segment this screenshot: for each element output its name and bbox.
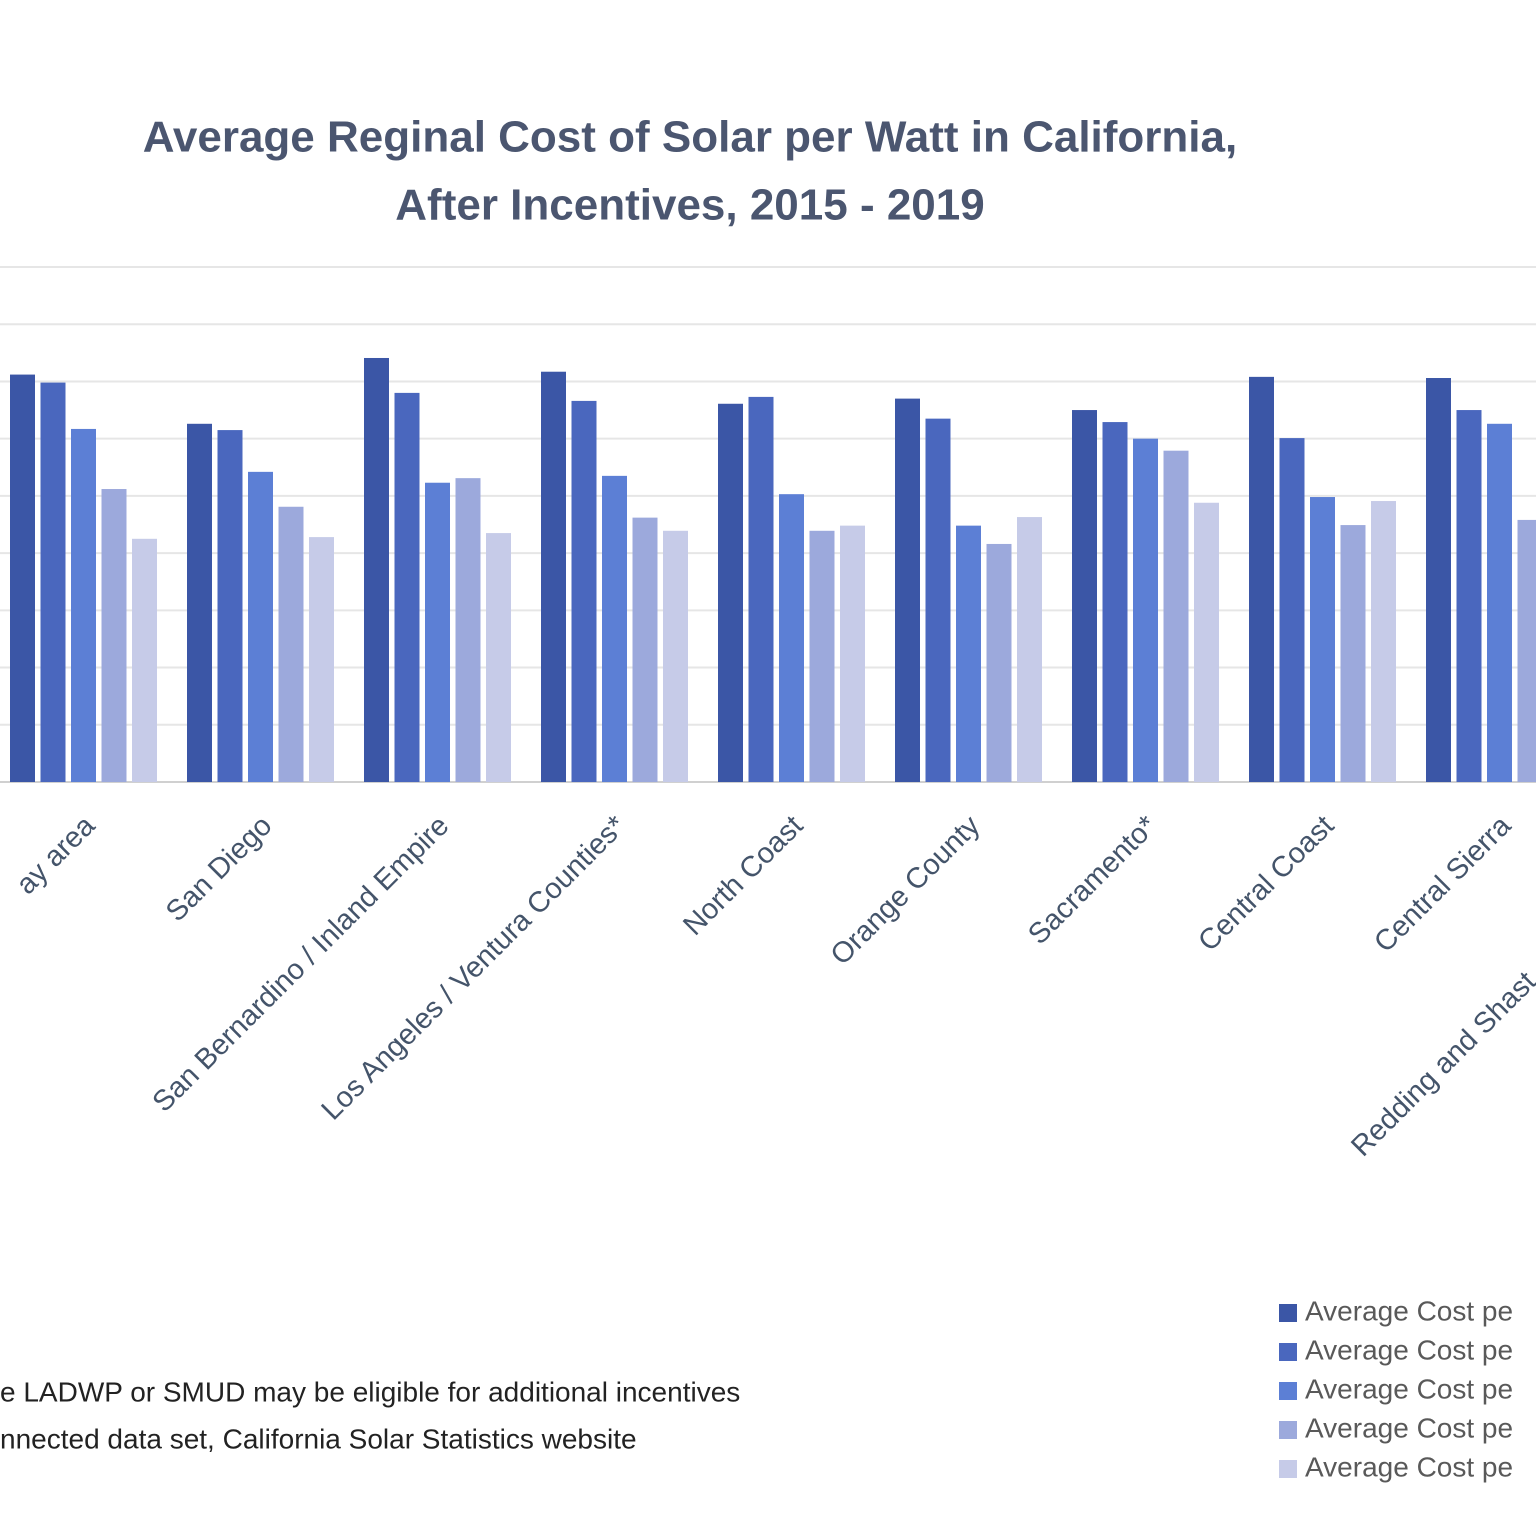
legend-label: Average Cost pe bbox=[1305, 1451, 1513, 1482]
bar bbox=[895, 398, 920, 782]
bar bbox=[309, 537, 334, 782]
bar bbox=[779, 494, 804, 782]
footnote: nnected data set, California Solar Stati… bbox=[0, 1423, 637, 1454]
bar bbox=[1279, 438, 1305, 782]
x-tick-label: North Coast bbox=[677, 810, 809, 942]
x-tick-label: Redding and Shast bbox=[1345, 966, 1536, 1163]
chart-title: Average Reginal Cost of Solar per Watt i… bbox=[143, 113, 1237, 162]
legend-label: Average Cost pe bbox=[1305, 1412, 1513, 1443]
bar bbox=[1371, 501, 1396, 782]
bar bbox=[101, 489, 127, 782]
bar bbox=[71, 428, 96, 782]
legend-swatch bbox=[1279, 1343, 1297, 1361]
legend-swatch bbox=[1279, 1304, 1297, 1322]
bar bbox=[40, 382, 66, 782]
x-tick-label: Central Coast bbox=[1192, 810, 1340, 958]
x-tick-label: ay area bbox=[10, 809, 102, 901]
legend-label: Average Cost pe bbox=[1305, 1295, 1513, 1326]
bar bbox=[364, 357, 389, 782]
bar bbox=[1102, 422, 1128, 782]
bar bbox=[1249, 376, 1274, 782]
bar bbox=[632, 517, 658, 782]
chart-title: After Incentives, 2015 - 2019 bbox=[395, 181, 984, 230]
x-tick-label: Sacramento* bbox=[1022, 810, 1163, 951]
bar bbox=[425, 482, 450, 782]
bar bbox=[1340, 525, 1366, 782]
bar bbox=[394, 392, 420, 782]
bar bbox=[1310, 497, 1335, 782]
bar bbox=[1487, 423, 1512, 782]
bar bbox=[956, 525, 981, 782]
bar bbox=[217, 430, 243, 782]
legend-label: Average Cost pe bbox=[1305, 1373, 1513, 1404]
bar bbox=[925, 418, 951, 782]
bar bbox=[663, 530, 688, 782]
bar bbox=[602, 475, 627, 782]
bar bbox=[187, 423, 212, 782]
bar bbox=[1426, 378, 1451, 782]
bar bbox=[248, 471, 273, 782]
bar bbox=[1133, 438, 1158, 782]
bar bbox=[1194, 502, 1219, 782]
x-tick-label: San Diego bbox=[160, 810, 278, 928]
bar bbox=[10, 374, 35, 782]
bar bbox=[486, 533, 511, 782]
bar bbox=[748, 396, 774, 782]
bar bbox=[455, 478, 481, 782]
bar bbox=[809, 530, 835, 782]
legend-swatch bbox=[1279, 1421, 1297, 1439]
bar bbox=[1017, 517, 1042, 782]
bar bbox=[1163, 450, 1189, 782]
legend-swatch bbox=[1279, 1460, 1297, 1478]
x-tick-label: Orange County bbox=[825, 809, 987, 971]
legend-swatch bbox=[1279, 1382, 1297, 1400]
x-tick-label: Central Sierra bbox=[1368, 809, 1518, 959]
bar bbox=[571, 400, 597, 782]
footnote: e LADWP or SMUD may be eligible for addi… bbox=[0, 1376, 740, 1407]
bar bbox=[278, 506, 304, 782]
bar bbox=[1456, 410, 1482, 782]
x-tick-label: San Bernardino / Inland Empire bbox=[147, 810, 456, 1119]
bar bbox=[986, 543, 1012, 782]
bar bbox=[541, 371, 566, 782]
bar bbox=[132, 538, 157, 782]
bar bbox=[1517, 519, 1536, 782]
x-tick-label: Los Angeles / Ventura Counties* bbox=[316, 810, 633, 1127]
bar bbox=[718, 403, 743, 782]
bar bbox=[840, 525, 865, 782]
bar bbox=[1072, 410, 1097, 782]
legend-label: Average Cost pe bbox=[1305, 1334, 1513, 1365]
